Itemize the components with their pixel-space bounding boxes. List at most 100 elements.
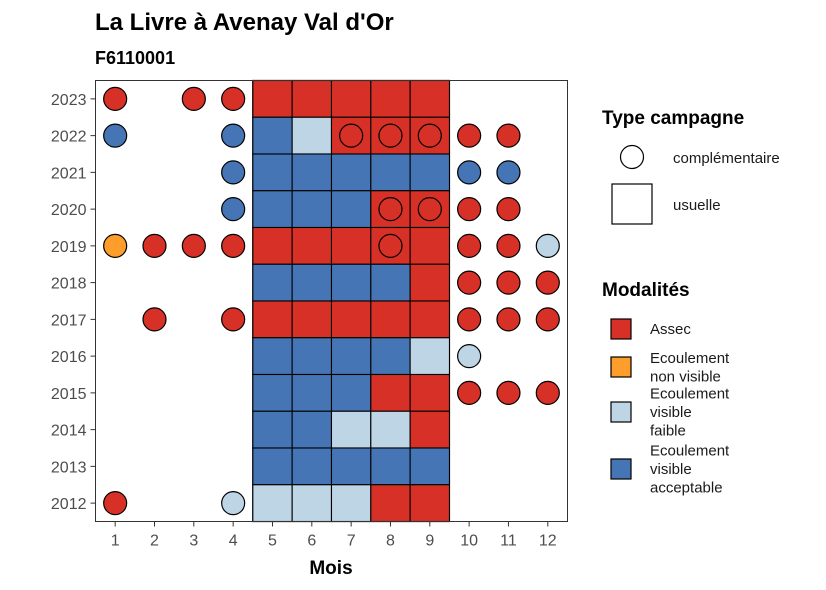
- tile-2018-7: [330, 263, 372, 302]
- y-tick-label-2021: 2021: [51, 165, 87, 182]
- x-tick-label-12: 12: [539, 533, 557, 550]
- point-2017-12: [535, 307, 560, 332]
- tile-2012-8: [370, 484, 411, 523]
- point-2019-11: [496, 233, 521, 258]
- y-tick-label-2013: 2013: [51, 459, 87, 476]
- point-2018-12: [535, 270, 560, 295]
- point-2015-11: [496, 380, 521, 405]
- x-tick-label-5: 5: [268, 533, 277, 550]
- tile-2017-9: [409, 300, 451, 339]
- point-2022-11: [496, 123, 521, 148]
- legend-key-complementaire: [619, 144, 645, 170]
- legend-label-ecoul_non_visible-1: non visible: [650, 368, 721, 385]
- tile-2020-5: [252, 190, 293, 229]
- tile-2023-8: [370, 79, 411, 118]
- x-tick-label-3: 3: [189, 533, 198, 550]
- point-2019-2: [142, 233, 167, 258]
- tile-2023-7: [330, 79, 372, 118]
- point-2016-10: [457, 344, 482, 369]
- point-2017-2: [142, 307, 167, 332]
- point-2012-1: [103, 491, 128, 516]
- legend-label-ecoul_faible-2: faible: [650, 423, 686, 440]
- tile-2014-7: [330, 410, 372, 449]
- tile-2021-8: [370, 153, 411, 192]
- tile-2022-5: [252, 116, 293, 155]
- point-2019-4: [221, 233, 246, 258]
- chart-title: La Livre à Avenay Val d'Or: [95, 9, 394, 36]
- point-2019-8: [378, 233, 403, 258]
- tile-2014-6: [291, 410, 333, 449]
- point-2022-7: [339, 123, 364, 148]
- point-2019-10: [457, 233, 482, 258]
- tile-2019-7: [330, 226, 372, 265]
- x-tick-label-10: 10: [460, 533, 478, 550]
- tile-2012-5: [252, 484, 293, 523]
- tile-2018-8: [370, 263, 411, 302]
- tile-2014-9: [409, 410, 451, 449]
- point-2022-8: [378, 123, 403, 148]
- x-tick-label-6: 6: [307, 533, 316, 550]
- y-tick-label-2017: 2017: [51, 312, 87, 329]
- point-2017-10: [457, 307, 482, 332]
- tile-2015-9: [409, 373, 451, 412]
- tiles-layer: [252, 79, 451, 523]
- x-tick-label-9: 9: [425, 533, 434, 550]
- y-tick-label-2012: 2012: [51, 496, 87, 513]
- legend-label-ecoul_faible-1: visible: [650, 404, 692, 421]
- y-tick-label-2016: 2016: [51, 349, 87, 366]
- tile-2023-5: [252, 79, 293, 118]
- legend-key-usuelle: [611, 183, 653, 225]
- point-2018-10: [457, 270, 482, 295]
- tile-2012-6: [291, 484, 333, 523]
- point-2021-11: [496, 160, 521, 185]
- point-2022-1: [103, 123, 128, 148]
- tile-2015-5: [252, 373, 293, 412]
- y-tick-label-2020: 2020: [51, 202, 87, 219]
- tile-2016-5: [252, 337, 293, 376]
- point-2022-4: [221, 123, 246, 148]
- legend-label-usuelle: usuelle: [673, 197, 721, 214]
- point-2022-10: [457, 123, 482, 148]
- tile-2012-7: [330, 484, 372, 523]
- legend-key-assec: [610, 318, 632, 340]
- tile-2013-8: [370, 447, 411, 486]
- point-2020-8: [378, 197, 403, 222]
- point-2020-9: [417, 197, 442, 222]
- tile-2014-8: [370, 410, 411, 449]
- point-2017-11: [496, 307, 521, 332]
- tile-2023-9: [409, 79, 451, 118]
- tile-2021-6: [291, 153, 333, 192]
- tile-2018-5: [252, 263, 293, 302]
- x-tick-label-8: 8: [386, 533, 395, 550]
- y-tick-label-2023: 2023: [51, 92, 87, 109]
- tile-2017-7: [330, 300, 372, 339]
- legend-label-ecoul_acceptable-2: acceptable: [650, 480, 723, 497]
- point-2022-9: [417, 123, 442, 148]
- legend-campaign-title: Type campagne: [602, 108, 744, 129]
- point-2019-12: [535, 233, 560, 258]
- x-tick-label-2: 2: [150, 533, 159, 550]
- point-2021-4: [221, 160, 246, 185]
- tile-2017-8: [370, 300, 411, 339]
- x-tick-label-7: 7: [347, 533, 356, 550]
- x-tick-label-1: 1: [111, 533, 120, 550]
- point-2020-10: [457, 197, 482, 222]
- point-2023-1: [103, 86, 128, 111]
- point-2020-4: [221, 197, 246, 222]
- y-tick-label-2015: 2015: [51, 386, 87, 403]
- point-2021-10: [457, 160, 482, 185]
- legend-key-ecoul_acceptable: [610, 458, 632, 480]
- tile-2017-6: [291, 300, 333, 339]
- plot-panel-border: [95, 80, 568, 522]
- tile-2013-9: [409, 447, 451, 486]
- tile-2013-6: [291, 447, 333, 486]
- legend-modality-title: Modalités: [602, 280, 690, 301]
- tile-2014-5: [252, 410, 293, 449]
- point-2015-12: [535, 380, 560, 405]
- legend-key-ecoul_faible: [610, 401, 632, 423]
- tile-2013-7: [330, 447, 372, 486]
- point-2019-3: [181, 233, 206, 258]
- tile-2016-8: [370, 337, 411, 376]
- point-2018-11: [496, 270, 521, 295]
